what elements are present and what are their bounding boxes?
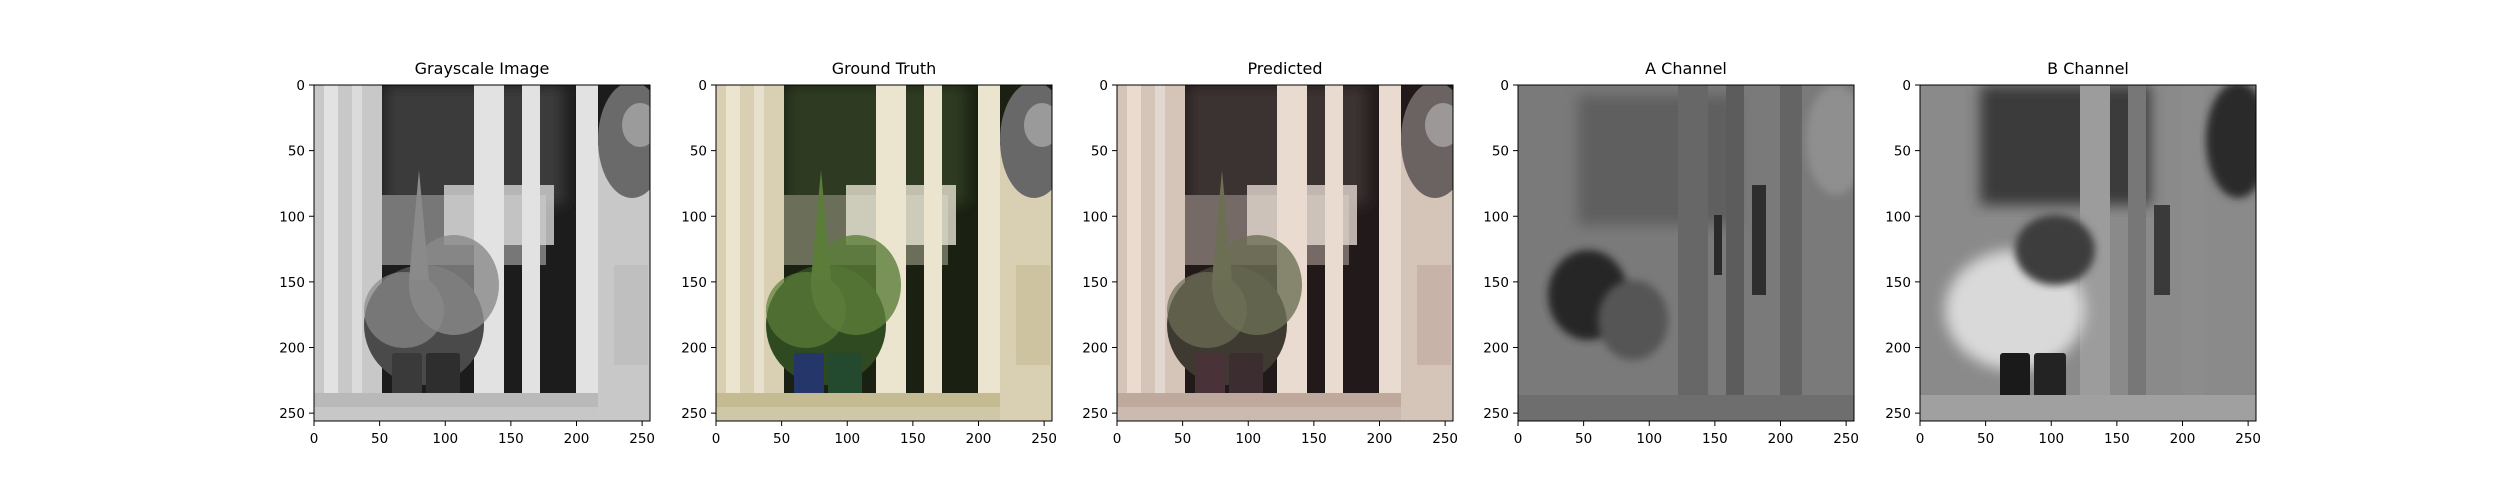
x-tick-label: 100 <box>1235 431 1261 447</box>
x-tick-label: 150 <box>1702 431 1728 447</box>
x-tick-label: 250 <box>629 431 655 447</box>
panel-grayscale: Grayscale Image 0 50 100 150 200 250 0 50 100 150 2… <box>279 59 655 447</box>
panel-image <box>716 85 1052 421</box>
x-tick-label: 250 <box>1833 431 1859 447</box>
x-tick-label: 100 <box>1636 431 1662 447</box>
axes-frame <box>1919 84 2257 422</box>
y-tick-label: 250 <box>279 406 305 422</box>
y-tick-label: 50 <box>1894 144 1911 160</box>
x-tick-label: 150 <box>2104 431 2130 447</box>
x-tick-label: 50 <box>1174 431 1191 447</box>
y-tick-label: 50 <box>690 144 707 160</box>
panel-image <box>314 85 650 421</box>
y-tick-label: 200 <box>1885 341 1911 357</box>
axes-frame <box>1517 84 1855 422</box>
y-tick-label: 0 <box>1500 78 1509 94</box>
x-tick-label: 100 <box>834 431 860 447</box>
x-tick-label: 150 <box>1301 431 1327 447</box>
y-tick-label: 150 <box>681 275 707 291</box>
y-tick-label: 250 <box>1483 406 1509 422</box>
x-tick-label: 0 <box>1113 431 1122 447</box>
panel-a-channel: A Channel 0 50 100 150 200 250 0 50 100 150 200 250 <box>1483 59 1859 447</box>
y-tick-label: 250 <box>1082 406 1108 422</box>
y-tick-label: 200 <box>279 341 305 357</box>
x-tick-label: 250 <box>1432 431 1458 447</box>
y-tick-label: 150 <box>1483 275 1509 291</box>
axes-frame <box>1116 84 1454 422</box>
panel-ground-truth: Ground Truth 0 50 100 150 200 250 0 50 100 150 200 2… <box>681 59 1057 447</box>
panels: Grayscale Image 0 50 100 150 200 250 0 50 100 150 2… <box>279 59 2261 447</box>
x-tick-label: 100 <box>432 431 458 447</box>
panel-b-channel: B Channel 0 50 100 150 200 250 0 50 100 150 200 250 <box>1885 59 2261 447</box>
y-tick-label: 150 <box>1885 275 1911 291</box>
x-tick-label: 0 <box>1916 431 1925 447</box>
panel-image <box>1117 85 1453 421</box>
y-tick-label: 200 <box>681 341 707 357</box>
y-tick-label: 100 <box>1483 209 1509 225</box>
x-tick-label: 150 <box>900 431 926 447</box>
x-tick-label: 200 <box>564 431 590 447</box>
y-tick-label: 100 <box>1885 209 1911 225</box>
axes-frame <box>715 84 1053 422</box>
y-tick-label: 100 <box>279 209 305 225</box>
y-tick-label: 0 <box>1099 78 1108 94</box>
y-tick-label: 100 <box>681 209 707 225</box>
panel-title: Grayscale Image <box>415 59 550 78</box>
y-tick-label: 0 <box>1902 78 1911 94</box>
y-tick-label: 50 <box>288 144 305 160</box>
x-tick-label: 200 <box>966 431 992 447</box>
panel-title: Ground Truth <box>832 59 937 78</box>
y-tick-label: 100 <box>1082 209 1108 225</box>
panel-title: A Channel <box>1645 59 1727 78</box>
y-tick-label: 150 <box>1082 275 1108 291</box>
axes-frame <box>313 84 651 422</box>
y-tick-label: 200 <box>1483 341 1509 357</box>
x-tick-label: 250 <box>2235 431 2261 447</box>
x-tick-label: 200 <box>1367 431 1393 447</box>
panel-title: Predicted <box>1247 59 1322 78</box>
x-tick-label: 250 <box>1031 431 1057 447</box>
panel-title: B Channel <box>2047 59 2129 78</box>
panel-image <box>1518 85 1854 421</box>
x-tick-label: 150 <box>498 431 524 447</box>
y-tick-label: 0 <box>296 78 305 94</box>
x-tick-label: 200 <box>1768 431 1794 447</box>
x-tick-label: 50 <box>1977 431 1994 447</box>
y-tick-label: 250 <box>681 406 707 422</box>
x-tick-label: 0 <box>712 431 721 447</box>
x-tick-label: 0 <box>310 431 319 447</box>
x-tick-label: 0 <box>1514 431 1523 447</box>
x-tick-label: 100 <box>2038 431 2064 447</box>
x-tick-label: 200 <box>2170 431 2196 447</box>
panel-image <box>1920 85 2256 421</box>
x-tick-label: 50 <box>1575 431 1592 447</box>
x-tick-label: 50 <box>371 431 388 447</box>
panel-predicted: Predicted 0 50 100 150 200 250 0 50 100 150 200 250 <box>1082 59 1458 447</box>
y-tick-label: 200 <box>1082 341 1108 357</box>
y-tick-label: 50 <box>1091 144 1108 160</box>
x-tick-label: 50 <box>773 431 790 447</box>
y-tick-label: 150 <box>279 275 305 291</box>
y-tick-label: 50 <box>1492 144 1509 160</box>
y-tick-label: 250 <box>1885 406 1911 422</box>
y-tick-label: 0 <box>698 78 707 94</box>
